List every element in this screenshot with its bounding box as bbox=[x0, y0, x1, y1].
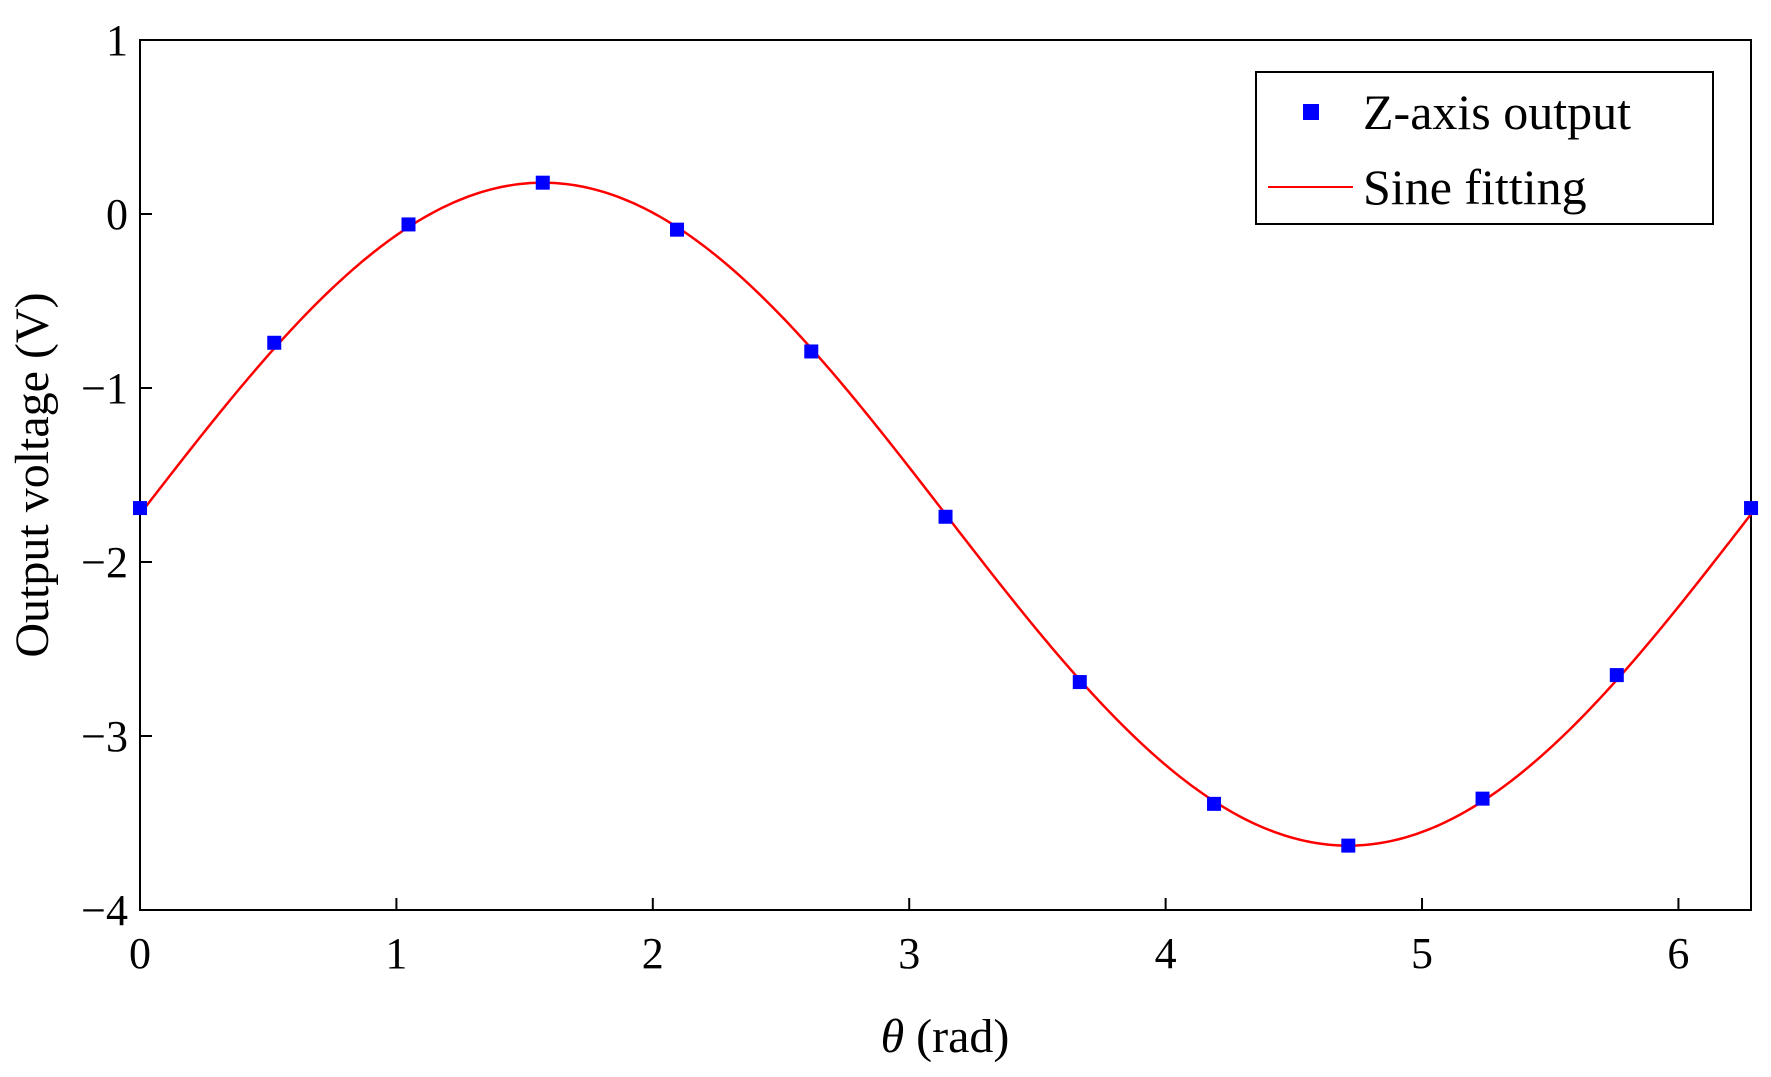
x-tick-label: 1 bbox=[385, 929, 407, 978]
data-point bbox=[401, 217, 416, 232]
x-axis-ticks: 0 1 2 3 4 5 6 bbox=[129, 898, 1689, 978]
y-tick-label: 0 bbox=[106, 190, 128, 239]
data-point bbox=[670, 222, 685, 237]
legend-marker-icon bbox=[1303, 104, 1319, 120]
data-point bbox=[133, 501, 147, 516]
x-tick-label: 4 bbox=[1155, 929, 1177, 978]
x-axis-label: θ (rad) bbox=[881, 1010, 1010, 1063]
y-tick-label: 1 bbox=[106, 16, 128, 65]
data-point bbox=[804, 344, 819, 359]
legend: Z-axis output Sine fitting bbox=[1255, 71, 1714, 225]
plot-frame bbox=[139, 39, 1752, 911]
data-point bbox=[1207, 796, 1222, 811]
legend-box bbox=[1255, 71, 1714, 225]
x-axis-symbol: θ bbox=[881, 1010, 905, 1063]
y-axis-label: Output voltage (V) bbox=[6, 292, 59, 657]
legend-label-sine-fit: Sine fitting bbox=[1363, 159, 1587, 215]
data-point bbox=[938, 509, 953, 524]
data-point bbox=[1744, 501, 1759, 516]
x-tick-label: 3 bbox=[898, 929, 920, 978]
x-tick-label: 5 bbox=[1411, 929, 1433, 978]
marker-layer bbox=[133, 175, 1759, 853]
data-point bbox=[1475, 791, 1490, 806]
data-point bbox=[1341, 838, 1356, 853]
x-tick-label: 6 bbox=[1667, 929, 1689, 978]
y-tick-label: −1 bbox=[81, 364, 128, 413]
x-axis-unit: (rad) bbox=[904, 1010, 1009, 1063]
x-tick-label: 0 bbox=[129, 929, 151, 978]
data-point bbox=[535, 175, 550, 190]
y-tick-label: −3 bbox=[81, 712, 128, 761]
data-point bbox=[1609, 668, 1624, 683]
y-tick-label: −4 bbox=[81, 886, 128, 935]
data-point bbox=[1072, 675, 1087, 690]
x-tick-label: 2 bbox=[642, 929, 664, 978]
legend-label-z-axis: Z-axis output bbox=[1363, 84, 1631, 140]
data-point bbox=[267, 335, 282, 350]
y-tick-label: −2 bbox=[81, 538, 128, 587]
y-axis-ticks: 1 0 −1 −2 −3 −4 bbox=[81, 16, 152, 935]
